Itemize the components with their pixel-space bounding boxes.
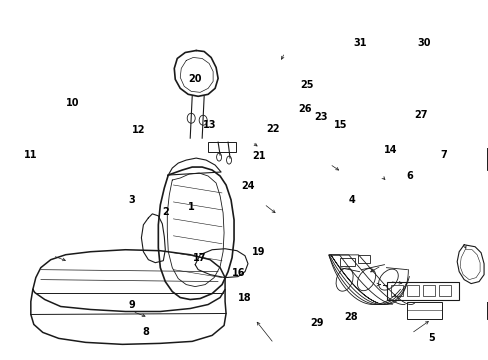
Text: 11: 11 bbox=[24, 150, 38, 160]
Text: 3: 3 bbox=[128, 195, 135, 205]
Text: 28: 28 bbox=[343, 312, 357, 322]
Text: 19: 19 bbox=[252, 247, 265, 257]
Text: 26: 26 bbox=[298, 104, 311, 114]
Text: 18: 18 bbox=[237, 293, 251, 303]
Text: 24: 24 bbox=[241, 181, 255, 192]
Text: 10: 10 bbox=[66, 98, 80, 108]
Bar bbox=[357, 255, 369, 263]
Text: 1: 1 bbox=[187, 202, 194, 212]
Text: 8: 8 bbox=[142, 327, 149, 337]
Text: 15: 15 bbox=[333, 121, 347, 130]
Bar bbox=[390, 285, 403, 296]
Text: 16: 16 bbox=[231, 268, 245, 278]
Text: 9: 9 bbox=[128, 300, 135, 310]
Text: 23: 23 bbox=[314, 112, 327, 122]
Text: 4: 4 bbox=[347, 195, 354, 205]
Text: 29: 29 bbox=[309, 318, 323, 328]
Bar bbox=[438, 285, 450, 296]
Text: 5: 5 bbox=[428, 333, 434, 343]
Text: 14: 14 bbox=[383, 144, 397, 154]
Bar bbox=[386, 282, 458, 300]
Text: 30: 30 bbox=[416, 38, 429, 48]
Text: 17: 17 bbox=[193, 253, 206, 263]
Text: 20: 20 bbox=[188, 74, 201, 84]
Text: 13: 13 bbox=[202, 121, 216, 130]
Bar bbox=[339, 258, 354, 266]
Bar bbox=[208, 142, 236, 152]
Text: 6: 6 bbox=[406, 171, 413, 181]
Text: 22: 22 bbox=[265, 124, 279, 134]
Text: 2: 2 bbox=[162, 207, 169, 217]
Bar bbox=[423, 285, 434, 296]
Bar bbox=[407, 302, 441, 319]
Text: 7: 7 bbox=[440, 150, 447, 160]
Text: 21: 21 bbox=[252, 150, 265, 161]
Text: 31: 31 bbox=[353, 38, 366, 48]
Bar bbox=[486, 148, 488, 170]
Text: 27: 27 bbox=[413, 111, 427, 121]
Bar bbox=[407, 285, 419, 296]
Text: 25: 25 bbox=[300, 80, 313, 90]
Text: 12: 12 bbox=[131, 125, 145, 135]
